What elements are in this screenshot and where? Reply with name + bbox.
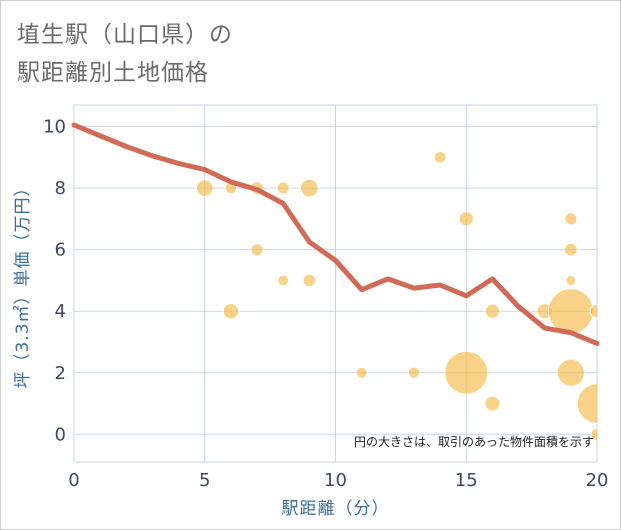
x-tick-label: 20 [586,470,609,491]
bubble-point [589,303,597,319]
bubble-series [195,150,597,441]
y-tick-label: 10 [43,117,66,138]
bubble-point [547,288,594,335]
bubble-point [299,178,319,198]
plot-frame [73,104,598,463]
bubble-point [565,274,577,286]
bubble-point [250,243,264,257]
y-tick-label: 0 [55,424,66,445]
bubble-point [195,179,214,197]
bubble-point [556,358,585,387]
bubble-point [590,427,597,441]
bubble-point [302,273,317,288]
bubble-point [222,302,240,320]
y-axis-ticks: 0 2 4 6 8 10 [43,117,66,446]
chart-title-line2: 駅距離別土地価格 [17,60,209,86]
y-tick-label: 6 [55,240,66,261]
chart-title-line1: 埴生駅（山口県）の [17,22,233,48]
bubble-point [276,181,290,195]
bubble-point [563,242,578,257]
x-axis-title: 駅距離（分） [282,499,390,519]
average-price-line [71,122,600,346]
chart-note: 円の大きさは、取引のあった物件面積を示す [354,434,594,449]
bubble-point [444,350,489,395]
bubble-point [458,211,474,227]
y-tick-label: 8 [55,178,66,199]
bubble-point [484,303,501,319]
x-tick-label: 10 [324,470,347,491]
bubble-point [576,383,597,424]
y-axis-title: 坪（3.3㎡）単価（万円） [13,178,33,388]
y-tick-label: 2 [55,363,66,384]
bubble-point [407,366,421,379]
x-tick-label: 5 [199,470,210,491]
x-tick-label: 15 [455,470,478,491]
x-axis-ticks: 0 5 10 15 20 [68,470,608,491]
bubble-point [355,366,368,379]
x-tick-label: 0 [68,470,79,491]
bubble-point [433,150,447,164]
y-tick-label: 4 [55,301,66,322]
bubble-point [484,395,501,412]
bubble-point [564,212,578,226]
bubble-point [277,274,290,287]
